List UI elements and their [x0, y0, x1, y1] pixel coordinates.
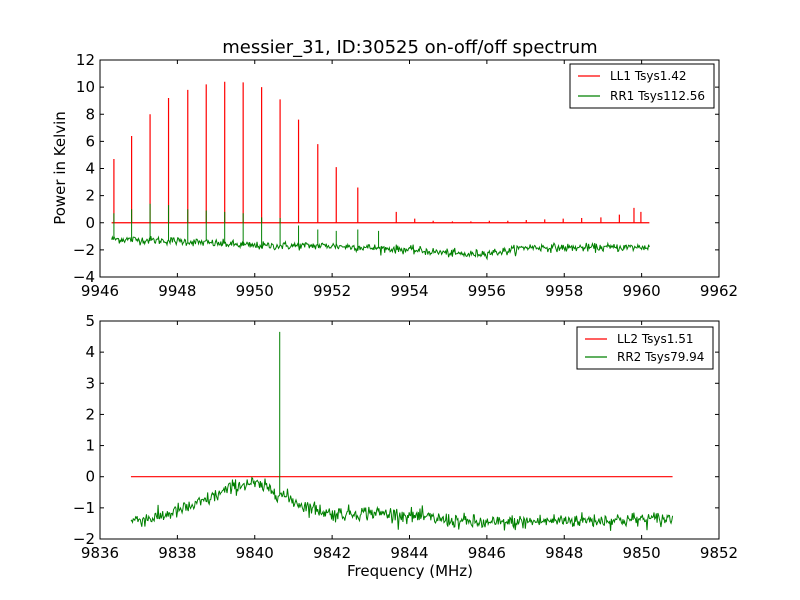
top-y-tick-label: 4: [85, 160, 95, 178]
bottom-y-tick-label: 5: [85, 312, 95, 330]
bottom-y-tick-label: 3: [85, 374, 95, 392]
bottom-y-tick-label: 2: [85, 405, 95, 423]
bottom-x-tick-label: 9852: [700, 544, 738, 562]
top-y-tick-label: 6: [85, 132, 95, 150]
bottom-x-tick-label: 9844: [390, 544, 428, 562]
top-y-tick-label: 2: [85, 187, 95, 205]
top-x-tick-label: 9960: [623, 282, 661, 300]
top-x-tick-label: 9946: [81, 282, 119, 300]
bottom-x-tick-label: 9848: [545, 544, 583, 562]
figure-title: messier_31, ID:30525 on-off/off spectrum: [222, 37, 597, 58]
bottom-x-tick-label: 9838: [158, 544, 196, 562]
bottom-legend-label-ll2: LL2 Tsys1.51: [617, 332, 694, 346]
top-y-tick-label: 8: [85, 105, 95, 123]
top-series-line-ll1: [111, 81, 650, 224]
top-x-tick-label: 9958: [545, 282, 583, 300]
bottom-x-tick-label: 9836: [81, 544, 119, 562]
top-legend-box: [569, 63, 715, 109]
bottom-y-tick-label: −1: [73, 499, 95, 517]
bottom-series-line-rr2: [130, 331, 674, 531]
bottom-y-tick-label: −2: [73, 530, 95, 548]
top-x-tick-label: 9956: [468, 282, 506, 300]
bottom-legend-box: [576, 326, 714, 370]
top-y-tick-label: 0: [85, 214, 95, 232]
bottom-ticks-layer: 9836 9838 9840 9842 9844 9846 9848 9850 9852 −2 −1…: [73, 312, 738, 562]
top-x-tick-label: 9950: [236, 282, 274, 300]
bottom-legend: LL2 Tsys1.51 RR2 Tsys79.94: [576, 326, 714, 370]
top-plot-frame: [99, 59, 720, 278]
top-legend: LL1 Tsys1.42 RR1 Tsys112.56: [569, 63, 715, 109]
top-y-tick-label: 12: [76, 51, 95, 69]
top-legend-label-ll1: LL1 Tsys1.42: [610, 69, 687, 83]
top-x-tick-label: 9962: [700, 282, 738, 300]
top-x-tick-label: 9948: [158, 282, 196, 300]
top-series-layer: [111, 81, 650, 261]
bottom-x-tick-label: 9840: [236, 544, 274, 562]
top-x-tick-label: 9954: [390, 282, 428, 300]
bottom-y-tick-label: 4: [85, 343, 95, 361]
top-series-line-rr1: [111, 203, 650, 261]
bottom-y-tick-label: 0: [85, 468, 95, 486]
top-y-tick-label: −4: [73, 268, 95, 286]
bottom-legend-label-rr2: RR2 Tsys79.94: [617, 350, 704, 364]
top-y-axis-label: Power in Kelvin: [51, 111, 69, 225]
top-panel: 9946 9948 9950 9952 9954 9956 9958 9960 9962 −4 −2…: [51, 51, 738, 300]
top-x-tick-label: 9952: [313, 282, 351, 300]
top-ticks-layer: 9946 9948 9950 9952 9954 9956 9958 9960 9962 −4 −2…: [73, 51, 738, 300]
bottom-x-tick-label: 9850: [623, 544, 661, 562]
bottom-series-layer: [130, 331, 674, 531]
bottom-x-tick-label: 9846: [468, 544, 506, 562]
bottom-x-axis-label: Frequency (MHz): [347, 562, 473, 580]
bottom-plot-frame: [99, 320, 720, 540]
bottom-panel: 9836 9838 9840 9842 9844 9846 9848 9850 9852 −2 −1…: [73, 312, 738, 580]
top-y-tick-label: −2: [73, 241, 95, 259]
bottom-y-tick-label: 1: [85, 437, 95, 455]
top-legend-label-rr1: RR1 Tsys112.56: [610, 89, 705, 103]
bottom-x-tick-label: 9842: [313, 544, 351, 562]
top-y-tick-label: 10: [76, 78, 95, 96]
